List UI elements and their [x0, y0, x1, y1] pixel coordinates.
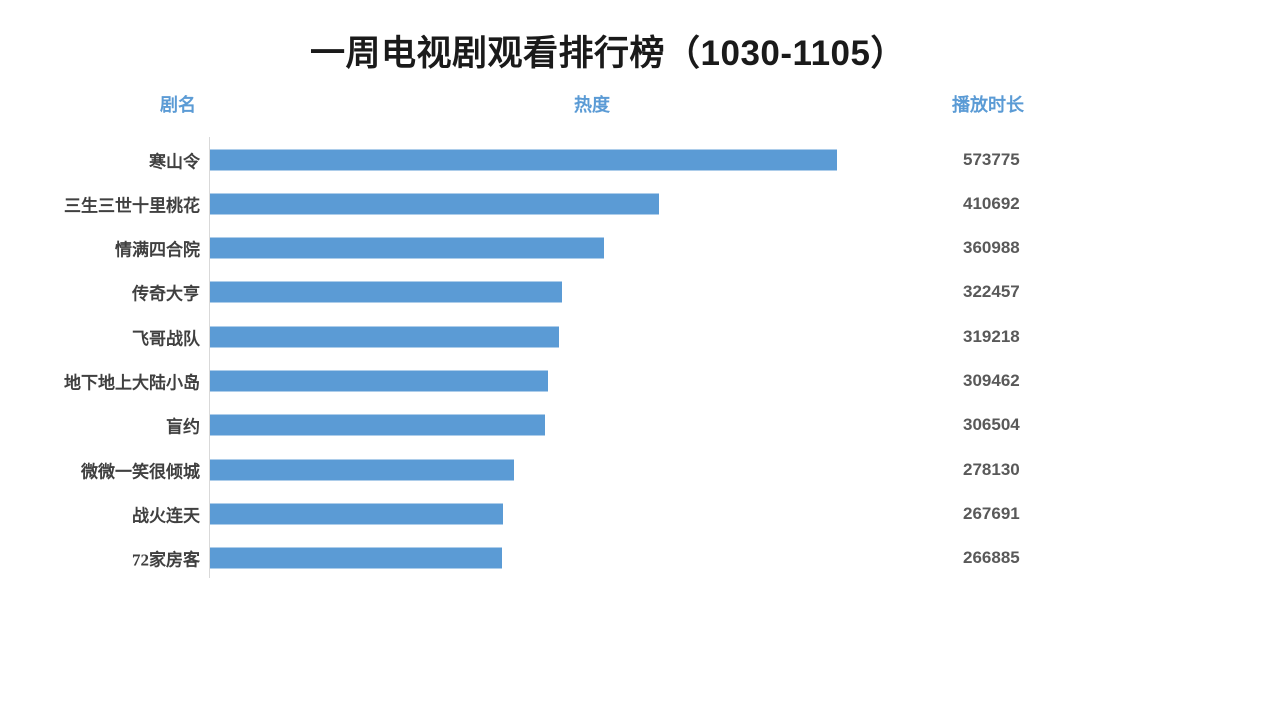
value-bar: [210, 193, 659, 215]
column-header-play-duration: 播放时长: [952, 95, 1024, 115]
chart-row: 地下地上大陆小岛 309462: [0, 359, 1280, 403]
chart-row: 盲约 306504: [0, 403, 1280, 447]
value-bar: [210, 326, 559, 348]
value-bar: [210, 281, 562, 303]
value-label: 360988: [963, 238, 1020, 258]
chart-row: 战火连天 267691: [0, 492, 1280, 536]
value-label: 267691: [963, 504, 1020, 524]
chart-row: 情满四合院 360988: [0, 226, 1280, 270]
column-header-drama-name: 剧名: [160, 95, 196, 115]
value-label: 306504: [963, 415, 1020, 435]
value-bar: [210, 459, 514, 481]
value-label: 266885: [963, 548, 1020, 568]
value-label: 309462: [963, 371, 1020, 391]
chart-row: 三生三世十里桃花 410692: [0, 182, 1280, 226]
category-label: 地下地上大陆小岛: [64, 373, 200, 393]
category-label: 寒山令: [149, 152, 200, 171]
category-label: 三生三世十里桃花: [64, 196, 200, 216]
category-label: 战火连天: [132, 506, 200, 526]
chart-row: 传奇大亨 322457: [0, 270, 1280, 314]
chart-row: 飞哥战队 319218: [0, 315, 1280, 359]
value-label: 278130: [963, 459, 1020, 479]
chart-title: 一周电视剧观看排行榜（1030-1105）: [310, 34, 906, 73]
value-bar: [210, 370, 548, 392]
y-axis-line: [209, 137, 210, 578]
value-label: 319218: [963, 326, 1020, 346]
category-label: 72家房客: [132, 550, 200, 570]
value-bar: [210, 237, 604, 259]
chart-row: 微微一笑很倾城 278130: [0, 448, 1280, 492]
column-header-heat: 热度: [574, 95, 610, 115]
chart-row: 寒山令 573775: [0, 138, 1280, 182]
category-label: 情满四合院: [115, 240, 200, 260]
value-bar: [210, 414, 545, 436]
category-label: 微微一笑很倾城: [81, 462, 200, 482]
value-bar: [210, 149, 837, 170]
value-label: 573775: [963, 149, 1020, 169]
value-bar: [210, 503, 503, 525]
category-label: 传奇大亨: [132, 284, 200, 304]
category-label: 盲约: [166, 417, 200, 437]
value-label: 410692: [963, 193, 1020, 213]
value-bar: [210, 547, 502, 569]
category-label: 飞哥战队: [132, 329, 200, 349]
value-label: 322457: [963, 282, 1020, 302]
chart-row: 72家房客 266885: [0, 536, 1280, 580]
